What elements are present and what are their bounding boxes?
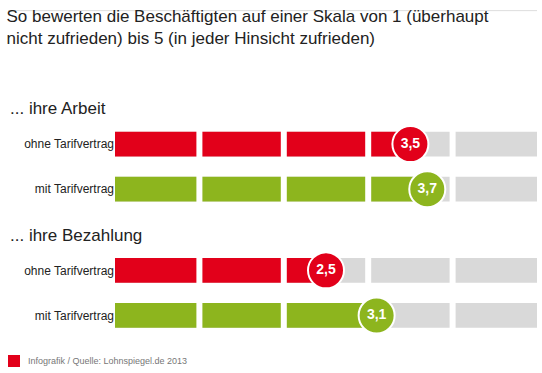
svg-text:mit Tarifvertrag: mit Tarifvertrag [35, 182, 114, 196]
svg-text:3,1: 3,1 [367, 306, 387, 322]
svg-text:... ihre Arbeit: ... ihre Arbeit [10, 99, 106, 118]
svg-text:Infografik / Quelle: Lohnspieg: Infografik / Quelle: Lohnspiegel.de 2013 [28, 356, 187, 366]
svg-text:ohne Tarifvertrag: ohne Tarifvertrag [24, 137, 114, 151]
svg-text:So bewerten die Beschäftigten: So bewerten die Beschäftigten auf einer … [7, 7, 489, 48]
svg-text:ohne Tarifvertrag: ohne Tarifvertrag [24, 264, 114, 278]
svg-text:mit Tarifvertrag: mit Tarifvertrag [35, 309, 114, 323]
svg-text:2,5: 2,5 [316, 261, 336, 277]
svg-text:3,5: 3,5 [401, 135, 421, 151]
svg-text:... ihre Bezahlung: ... ihre Bezahlung [10, 226, 142, 245]
svg-text:3,7: 3,7 [418, 180, 438, 196]
